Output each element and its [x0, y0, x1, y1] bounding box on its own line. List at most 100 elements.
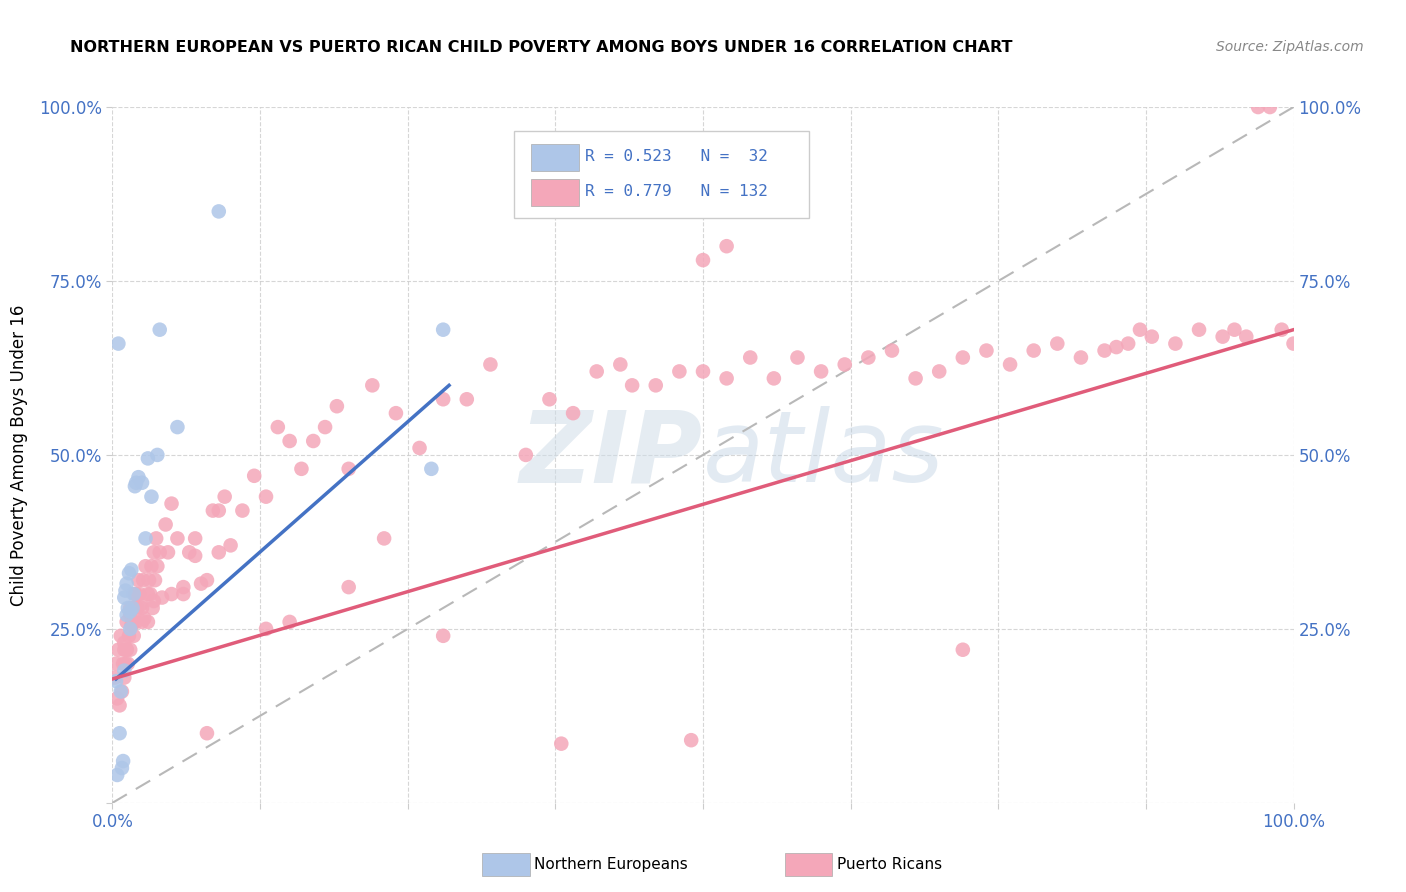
Point: [127, 601, 149, 615]
Text: R = 0.779   N = 132: R = 0.779 N = 132: [585, 184, 768, 199]
Point: [110, 684, 132, 698]
Point: [149, 545, 172, 559]
Point: [1094, 343, 1116, 358]
Point: [668, 364, 690, 378]
Text: NORTHERN EUROPEAN VS PUERTO RICAN CHILD POVERTY AMONG BOYS UNDER 16 CORRELATION : NORTHERN EUROPEAN VS PUERTO RICAN CHILD …: [70, 40, 1012, 55]
Point: [115, 576, 138, 591]
Point: [115, 615, 138, 629]
Point: [131, 601, 153, 615]
Point: [114, 583, 136, 598]
Point: [110, 629, 132, 643]
Point: [112, 671, 135, 685]
Point: [166, 420, 188, 434]
Point: [134, 611, 156, 625]
Point: [267, 420, 290, 434]
Point: [208, 545, 231, 559]
Point: [1247, 100, 1270, 114]
Point: [231, 503, 253, 517]
Point: [105, 674, 128, 689]
Point: [172, 580, 194, 594]
Point: [201, 503, 224, 517]
Point: [243, 468, 266, 483]
Point: [219, 538, 242, 552]
Point: [692, 253, 714, 268]
Point: [115, 642, 138, 657]
Point: [143, 573, 166, 587]
Point: [834, 358, 856, 372]
Point: [122, 629, 145, 643]
Point: [142, 545, 165, 559]
Point: [278, 615, 301, 629]
Point: [1140, 329, 1163, 343]
Point: [166, 532, 188, 546]
Point: [432, 629, 454, 643]
Point: [150, 591, 173, 605]
Point: [550, 737, 572, 751]
Point: [644, 378, 666, 392]
Point: [120, 642, 142, 657]
Point: [562, 406, 585, 420]
Point: [716, 371, 738, 385]
Point: [120, 601, 142, 615]
Point: [184, 549, 207, 563]
Point: [120, 605, 142, 619]
Point: [361, 378, 384, 392]
Point: [120, 607, 142, 622]
Point: [420, 462, 443, 476]
Point: [112, 664, 135, 678]
Point: [1223, 323, 1246, 337]
Point: [131, 615, 153, 629]
Point: [146, 559, 169, 574]
Point: [135, 532, 157, 546]
Point: [208, 503, 231, 517]
Text: Northern Europeans: Northern Europeans: [534, 857, 688, 871]
FancyBboxPatch shape: [515, 131, 810, 219]
Point: [145, 532, 167, 546]
Point: [172, 587, 194, 601]
Point: [314, 420, 336, 434]
Point: [880, 343, 903, 358]
Text: Source: ZipAtlas.com: Source: ZipAtlas.com: [1216, 40, 1364, 54]
Point: [858, 351, 880, 365]
Point: [105, 768, 128, 782]
Point: [585, 364, 607, 378]
Point: [621, 378, 644, 392]
Point: [184, 532, 207, 546]
Point: [302, 434, 325, 448]
Point: [124, 479, 146, 493]
Point: [142, 601, 165, 615]
Point: [998, 358, 1021, 372]
Point: [136, 587, 159, 601]
Point: [208, 204, 231, 219]
Point: [1070, 351, 1092, 365]
Point: [128, 587, 150, 601]
Point: [952, 642, 974, 657]
Text: R = 0.523   N =  32: R = 0.523 N = 32: [585, 149, 768, 164]
Point: [112, 591, 135, 605]
Text: Puerto Ricans: Puerto Ricans: [837, 857, 942, 871]
Y-axis label: Child Poverty Among Boys Under 16: Child Poverty Among Boys Under 16: [10, 304, 28, 606]
Point: [254, 622, 277, 636]
Point: [479, 358, 502, 372]
Point: [115, 607, 138, 622]
Point: [538, 392, 561, 407]
Point: [120, 563, 142, 577]
Point: [125, 615, 148, 629]
Point: [1105, 340, 1128, 354]
Point: [179, 545, 201, 559]
Point: [125, 475, 148, 490]
Point: [681, 733, 703, 747]
Point: [121, 615, 143, 629]
Point: [740, 351, 762, 365]
Point: [408, 441, 430, 455]
Point: [149, 323, 172, 337]
Point: [1164, 336, 1187, 351]
Point: [904, 371, 927, 385]
Point: [112, 657, 135, 671]
Point: [432, 323, 454, 337]
Point: [952, 351, 974, 365]
Point: [132, 573, 155, 587]
Point: [609, 358, 631, 372]
Point: [112, 642, 135, 657]
Point: [786, 351, 808, 365]
